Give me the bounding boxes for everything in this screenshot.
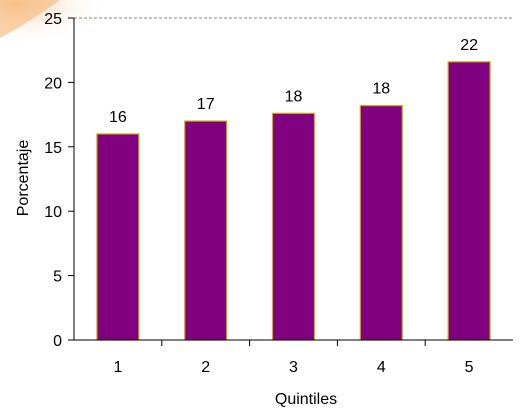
background-decoration — [0, 0, 160, 70]
labels-group: 16 1 17 2 18 3 18 4 22 5 0 5 10 15 20 25 — [44, 11, 478, 376]
y-tick-label-10: 10 — [44, 204, 62, 221]
data-label-5: 22 — [460, 37, 478, 54]
bar-5 — [447, 61, 491, 341]
bar-1 — [96, 133, 140, 341]
x-tick-label-2: 2 — [201, 359, 210, 376]
y-tick-label-25: 25 — [44, 11, 62, 28]
data-label-4: 18 — [372, 81, 390, 98]
bar-2 — [184, 120, 228, 341]
x-tick-label-3: 3 — [289, 359, 298, 376]
y-tick-label-5: 5 — [53, 269, 62, 286]
x-axis-title: Quintiles — [275, 391, 337, 408]
y-tick-label-15: 15 — [44, 140, 62, 157]
bars-group — [96, 61, 491, 341]
axes-group — [68, 17, 513, 346]
y-tick-label-0: 0 — [53, 333, 62, 350]
x-tick-label-4: 4 — [377, 359, 386, 376]
x-tick-label-1: 1 — [113, 359, 122, 376]
data-label-3: 18 — [285, 88, 303, 105]
y-axis-title: Porcentaje — [15, 140, 32, 217]
y-tick-label-20: 20 — [44, 75, 62, 92]
bar-4 — [359, 104, 403, 341]
data-label-2: 17 — [197, 96, 215, 113]
bar-3 — [271, 112, 316, 341]
decoration-swoosh — [0, 0, 60, 38]
x-tick-label-5: 5 — [465, 359, 474, 376]
data-label-1: 16 — [109, 109, 127, 126]
